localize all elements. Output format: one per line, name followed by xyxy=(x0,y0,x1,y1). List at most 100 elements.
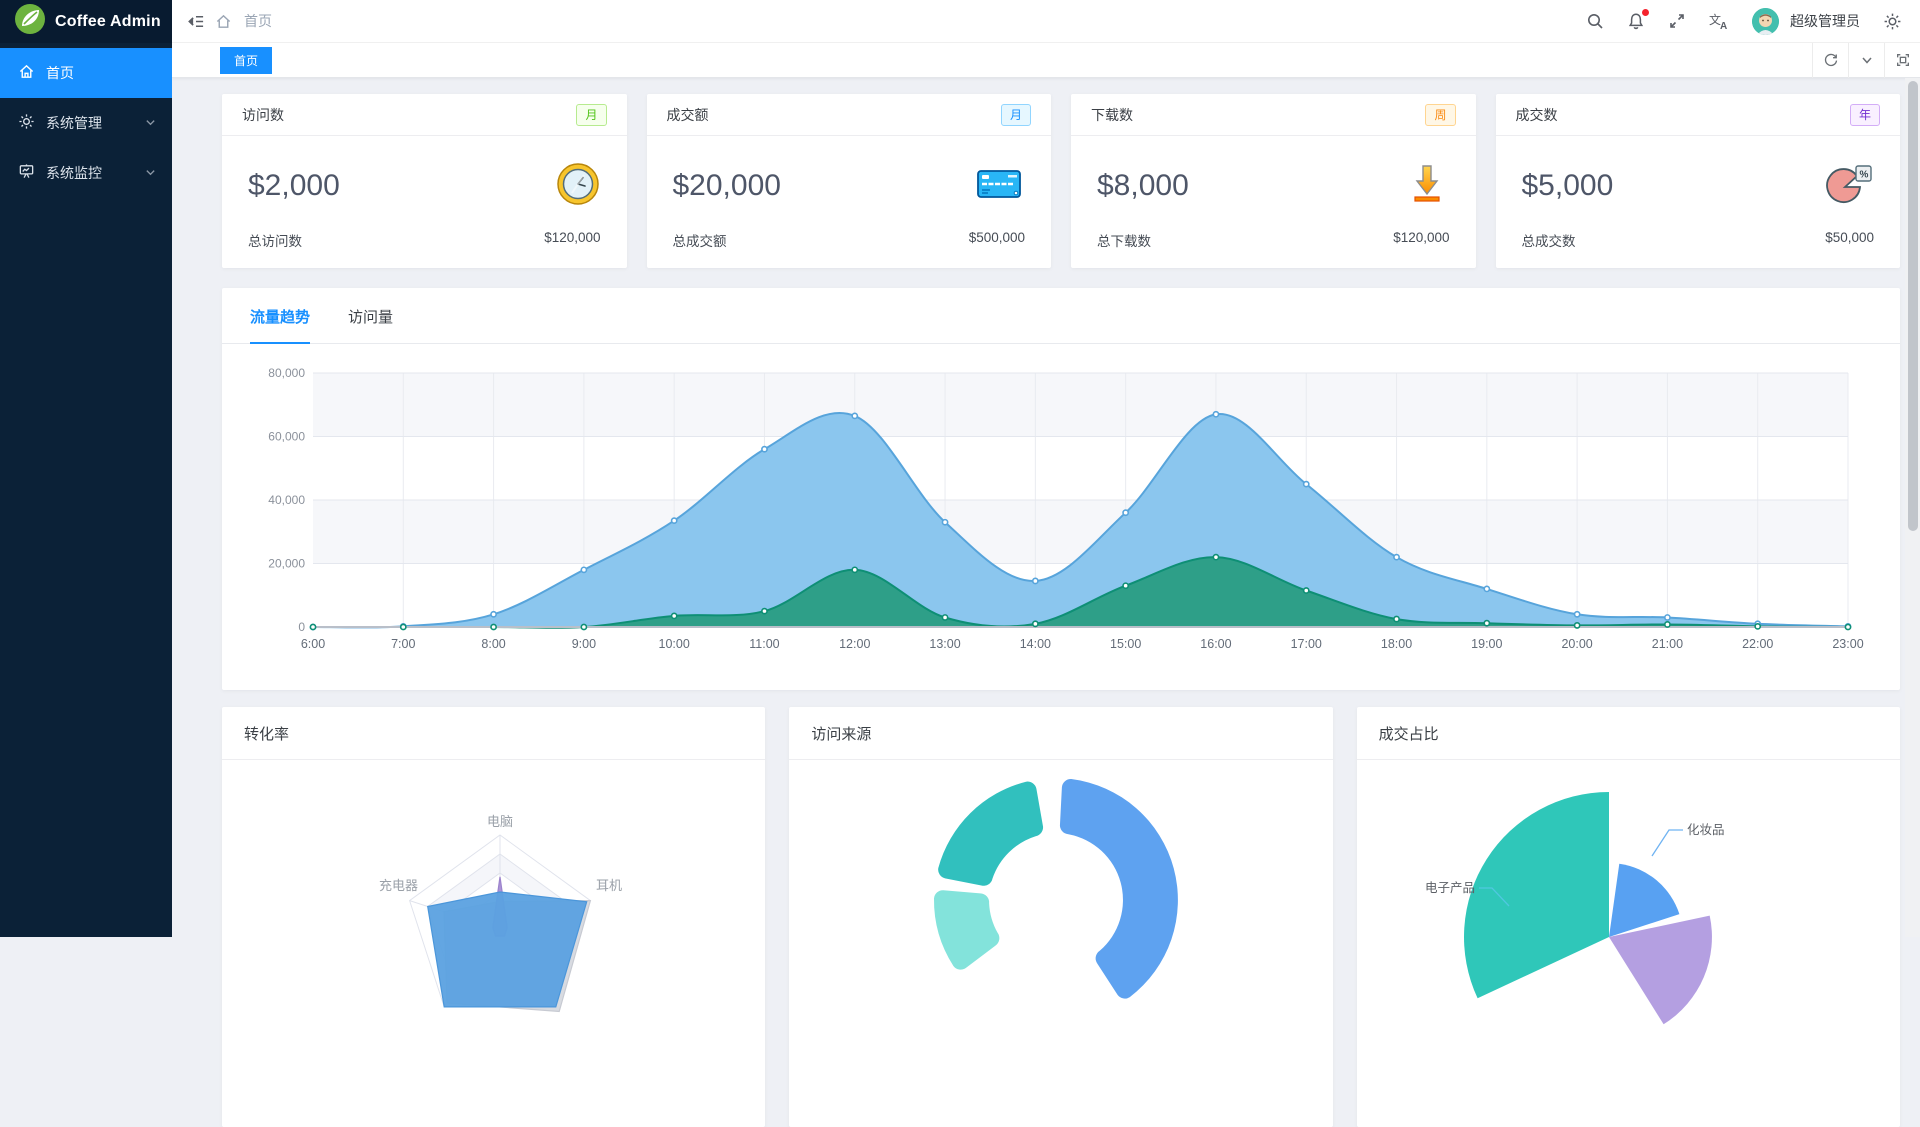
svg-text:13:00: 13:00 xyxy=(929,637,960,651)
chevron-down-icon xyxy=(145,165,156,181)
svg-text:化妆品: 化妆品 xyxy=(1687,823,1725,837)
sidebar-item-system-mgmt[interactable]: 系统管理 xyxy=(0,98,172,148)
home-icon[interactable] xyxy=(215,13,232,30)
fold-icon[interactable] xyxy=(186,12,205,31)
stat-footer-value: $500,000 xyxy=(968,230,1025,245)
sidebar-item-system-monitor[interactable]: 系统监控 xyxy=(0,148,172,198)
svg-text:14:00: 14:00 xyxy=(1020,637,1051,651)
stat-footer-label: 总访问数 xyxy=(248,234,302,249)
stat-footer-value: $120,000 xyxy=(544,230,601,245)
chevron-down-icon[interactable] xyxy=(1848,42,1884,78)
stat-footer-label: 总下载数 xyxy=(1097,234,1151,249)
stat-card-visits: 访问数 月 $2,000 总访问数 $120,000 xyxy=(222,94,627,268)
app-title: Coffee Admin xyxy=(55,12,161,30)
stat-card-deals: 成交数 年 $5,000 % 总成交数 $50,000 xyxy=(1495,94,1900,268)
svg-text:7:00: 7:00 xyxy=(391,637,415,651)
period-badge[interactable]: 年 xyxy=(1849,103,1880,126)
tabbar: 首页 xyxy=(172,42,1920,78)
svg-text:19:00: 19:00 xyxy=(1471,637,1502,651)
period-badge[interactable]: 月 xyxy=(576,103,607,126)
svg-text:22:00: 22:00 xyxy=(1742,637,1773,651)
notification-dot xyxy=(1642,9,1649,16)
maximize-icon[interactable] xyxy=(1884,42,1920,78)
svg-text:11:00: 11:00 xyxy=(749,637,779,651)
sidebar-item-label: 系统监控 xyxy=(46,165,102,181)
svg-text:15:00: 15:00 xyxy=(1110,637,1141,651)
vertical-scrollbar[interactable] xyxy=(1905,78,1920,937)
breadcrumb[interactable]: 首页 xyxy=(244,13,272,29)
home-icon xyxy=(18,63,35,83)
stat-title: 下载数 xyxy=(1091,106,1133,123)
svg-text:电脑: 电脑 xyxy=(487,814,513,829)
clock-icon xyxy=(555,161,601,212)
svg-text:20,000: 20,000 xyxy=(268,557,305,571)
scrollbar-thumb[interactable] xyxy=(1908,81,1918,531)
sidebar-item-label: 系统管理 xyxy=(46,115,102,131)
svg-text:电子产品: 电子产品 xyxy=(1425,881,1475,895)
svg-text:0: 0 xyxy=(298,620,305,634)
svg-text:18:00: 18:00 xyxy=(1381,637,1412,651)
stat-card-downloads: 下载数 周 $8,000 总下载数 $120,000 xyxy=(1071,94,1476,268)
fullscreen-icon[interactable] xyxy=(1668,12,1686,30)
settings-icon[interactable] xyxy=(1883,12,1902,31)
card-title: 访问来源 xyxy=(789,707,1333,760)
tab-visit-volume[interactable]: 访问量 xyxy=(348,309,394,326)
bottom-cards-row: 转化率 电脑 耳机 充电器 访问来源 成交占比 电子产品 化妆品 xyxy=(222,707,1900,1127)
stat-footer-value: $50,000 xyxy=(1825,230,1874,245)
topbar: 首页 文 A xyxy=(172,0,1920,43)
tab-home[interactable]: 首页 xyxy=(220,46,273,74)
deal-share-pie-chart: 电子产品 化妆品 xyxy=(1425,792,1725,1025)
stat-title: 访问数 xyxy=(242,106,284,123)
translate-icon[interactable]: 文 A xyxy=(1709,12,1729,30)
svg-text:充电器: 充电器 xyxy=(379,878,418,893)
chevron-down-icon xyxy=(145,115,156,131)
avatar[interactable] xyxy=(1752,7,1779,35)
svg-text:20:00: 20:00 xyxy=(1561,637,1592,651)
search-icon[interactable] xyxy=(1586,12,1604,30)
refresh-icon[interactable] xyxy=(1812,42,1848,78)
stat-value: $5,000 xyxy=(1521,169,1614,202)
app-logo[interactable]: Coffee Admin xyxy=(0,0,172,43)
visit-source-donut-chart xyxy=(934,778,1179,999)
visit-source-card: 访问来源 xyxy=(789,707,1333,1127)
svg-text:%: % xyxy=(1860,169,1869,180)
period-badge[interactable]: 月 xyxy=(1000,103,1031,126)
stat-title: 成交额 xyxy=(666,106,709,123)
monitor-icon xyxy=(18,163,35,183)
stat-value: $20,000 xyxy=(672,169,781,202)
sidebar-item-home[interactable]: 首页 xyxy=(0,48,172,98)
svg-text:A: A xyxy=(1720,21,1727,30)
svg-text:16:00: 16:00 xyxy=(1200,637,1231,651)
sidebar: Coffee Admin 首页 系统管理 xyxy=(0,0,172,937)
sidebar-menu: 首页 系统管理 系统监控 xyxy=(0,43,172,198)
traffic-area-chart: 0 20,000 40,000 60,000 80,000 6:00 7:00 8:00 9:0… xyxy=(268,366,1863,651)
svg-text:80,000: 80,000 xyxy=(268,366,305,380)
svg-text:60,000: 60,000 xyxy=(268,430,305,444)
traffic-trend-card: 流量趋势 访问量 0 20,000 40,000 60,000 80,000 6:00 7:… xyxy=(222,288,1900,690)
stat-value: $8,000 xyxy=(1097,169,1189,202)
username[interactable]: 超级管理员 xyxy=(1790,13,1860,29)
tab-traffic-trend[interactable]: 流量趋势 xyxy=(250,306,311,344)
sidebar-item-label: 首页 xyxy=(46,65,74,81)
stat-cards-row: 访问数 月 $2,000 总访问数 $120,000 xyxy=(222,94,1900,268)
trend-tabs: 流量趋势 访问量 xyxy=(222,288,1900,344)
svg-text:40,000: 40,000 xyxy=(268,493,305,507)
svg-text:9:00: 9:00 xyxy=(572,637,596,651)
svg-text:12:00: 12:00 xyxy=(839,637,870,651)
card-title: 转化率 xyxy=(222,707,766,760)
svg-text:文: 文 xyxy=(1709,12,1721,27)
stat-card-turnover: 成交额 月 $20,000 总成交额 $50 xyxy=(646,94,1051,268)
svg-text:21:00: 21:00 xyxy=(1652,637,1683,651)
main-content: 访问数 月 $2,000 总访问数 $120,000 xyxy=(172,78,1920,1127)
bell-icon[interactable] xyxy=(1627,9,1649,30)
stat-footer-label: 总成交额 xyxy=(672,234,727,249)
svg-text:10:00: 10:00 xyxy=(659,637,690,651)
conversion-rate-card: 转化率 电脑耳机 充电器 xyxy=(222,707,766,1127)
credit-card-icon xyxy=(975,164,1025,209)
svg-text:6:00: 6:00 xyxy=(301,637,325,651)
gear-icon xyxy=(18,113,35,133)
pie-icon: % xyxy=(1826,161,1874,212)
leaf-logo-icon xyxy=(14,3,46,40)
period-badge[interactable]: 周 xyxy=(1425,103,1456,126)
svg-text:耳机: 耳机 xyxy=(596,878,622,893)
